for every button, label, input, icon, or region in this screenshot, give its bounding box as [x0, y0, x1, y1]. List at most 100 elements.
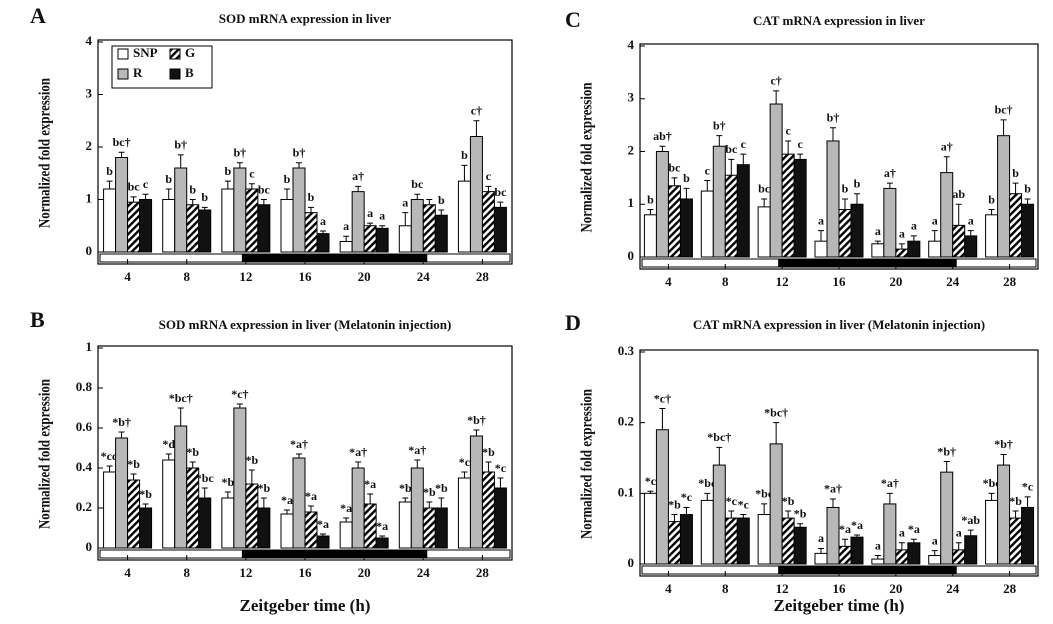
significance-label: *cd	[101, 449, 119, 463]
x-tick-label: 12	[776, 581, 789, 596]
error-bar	[165, 453, 172, 460]
significance-label: bc†	[113, 135, 131, 149]
error-bar	[943, 461, 950, 473]
significance-label: bc	[411, 177, 424, 191]
y-axis-label: Normalized fold expression	[579, 82, 596, 232]
significance-label: *b†	[467, 413, 486, 427]
bar	[850, 536, 864, 565]
error-bar	[438, 209, 445, 216]
error-bar	[704, 492, 711, 501]
error-bar	[704, 180, 711, 192]
significance-label: *b	[794, 506, 807, 520]
y-tick-label: 3	[628, 90, 635, 105]
bar	[103, 188, 117, 253]
x-tick-label: 8	[722, 581, 729, 596]
significance-label: a	[911, 219, 917, 233]
x-tick-label: 8	[183, 269, 190, 284]
bar	[1009, 193, 1023, 258]
bar	[826, 140, 840, 258]
bar	[736, 164, 750, 258]
bar	[643, 214, 657, 258]
significance-label: *c	[726, 494, 738, 508]
significance-label: a	[818, 531, 824, 545]
error-bar	[130, 473, 137, 480]
significance-label: b	[189, 182, 196, 196]
panel: A SOD mRNA expression in liver Normalized …	[30, 3, 513, 284]
bar	[469, 435, 483, 549]
error-bar	[473, 120, 480, 137]
bar	[667, 185, 681, 258]
error-bar	[142, 503, 149, 508]
error-bar	[177, 154, 184, 168]
significance-label: *bc†	[707, 430, 731, 444]
bar	[838, 209, 852, 258]
error-bar	[296, 453, 302, 458]
significance-label: *b	[399, 481, 412, 495]
bar	[814, 240, 828, 258]
bar	[304, 511, 318, 549]
significance-label: bc	[758, 182, 771, 196]
error-bar	[988, 492, 995, 501]
error-bar	[296, 162, 302, 168]
significance-label: bc	[128, 180, 141, 194]
significance-label: a†	[884, 166, 896, 180]
bar	[895, 248, 909, 258]
bar	[316, 535, 330, 549]
bar	[339, 241, 353, 253]
dark-bar	[778, 566, 957, 574]
error-bar	[830, 498, 836, 508]
error-bar	[1000, 119, 1007, 136]
bar	[398, 225, 412, 253]
significance-label: a	[956, 526, 962, 540]
bar	[221, 188, 235, 253]
bar	[351, 191, 365, 253]
error-bar	[189, 199, 196, 205]
panel-letter: D	[565, 310, 581, 335]
bar	[127, 201, 141, 253]
significance-label: *a†	[881, 476, 899, 490]
significance-label: ab	[952, 187, 965, 201]
chart-title: SOD mRNA expression in liver (Melatonin …	[159, 317, 452, 332]
significance-label: b	[106, 164, 113, 178]
x-tick-label: 20	[889, 581, 902, 596]
error-bar	[1012, 182, 1019, 194]
y-tick-label: 2	[628, 142, 635, 157]
bar	[127, 479, 141, 549]
significance-label: *a	[305, 489, 317, 503]
error-bar	[683, 506, 690, 515]
error-bar	[931, 550, 938, 556]
significance-label: a	[818, 213, 824, 227]
error-bar	[874, 240, 881, 244]
significance-label: b†	[827, 111, 840, 125]
significance-label: b	[284, 172, 291, 186]
bar	[186, 204, 200, 253]
legend-label: G	[185, 45, 195, 60]
significance-label: bc	[258, 182, 271, 196]
x-tick-label: 20	[889, 274, 902, 289]
x-tick-label: 16	[833, 581, 847, 596]
bar	[679, 198, 693, 258]
significance-label: *a†	[408, 443, 426, 457]
x-axis-label: Zeitgeber time (h)	[240, 596, 371, 615]
significance-label: *c	[738, 497, 750, 511]
significance-label: *a	[340, 501, 352, 515]
bar	[174, 425, 188, 549]
error-bar	[260, 199, 267, 205]
error-bar	[854, 193, 860, 205]
bar	[316, 233, 330, 253]
y-tick-label: 1	[86, 190, 93, 205]
significance-label: *a	[281, 493, 293, 507]
significance-label: ab†	[653, 129, 672, 143]
bar	[363, 225, 377, 253]
bar	[1021, 506, 1035, 565]
significance-label: *a	[376, 519, 388, 533]
bar	[162, 459, 176, 549]
bar	[434, 507, 448, 549]
significance-label: b	[308, 190, 315, 204]
legend-label: B	[185, 65, 194, 80]
error-bar	[1000, 453, 1007, 466]
error-bar	[367, 222, 374, 226]
bar	[292, 167, 306, 253]
error-bar	[740, 153, 747, 165]
error-bar	[740, 514, 747, 519]
